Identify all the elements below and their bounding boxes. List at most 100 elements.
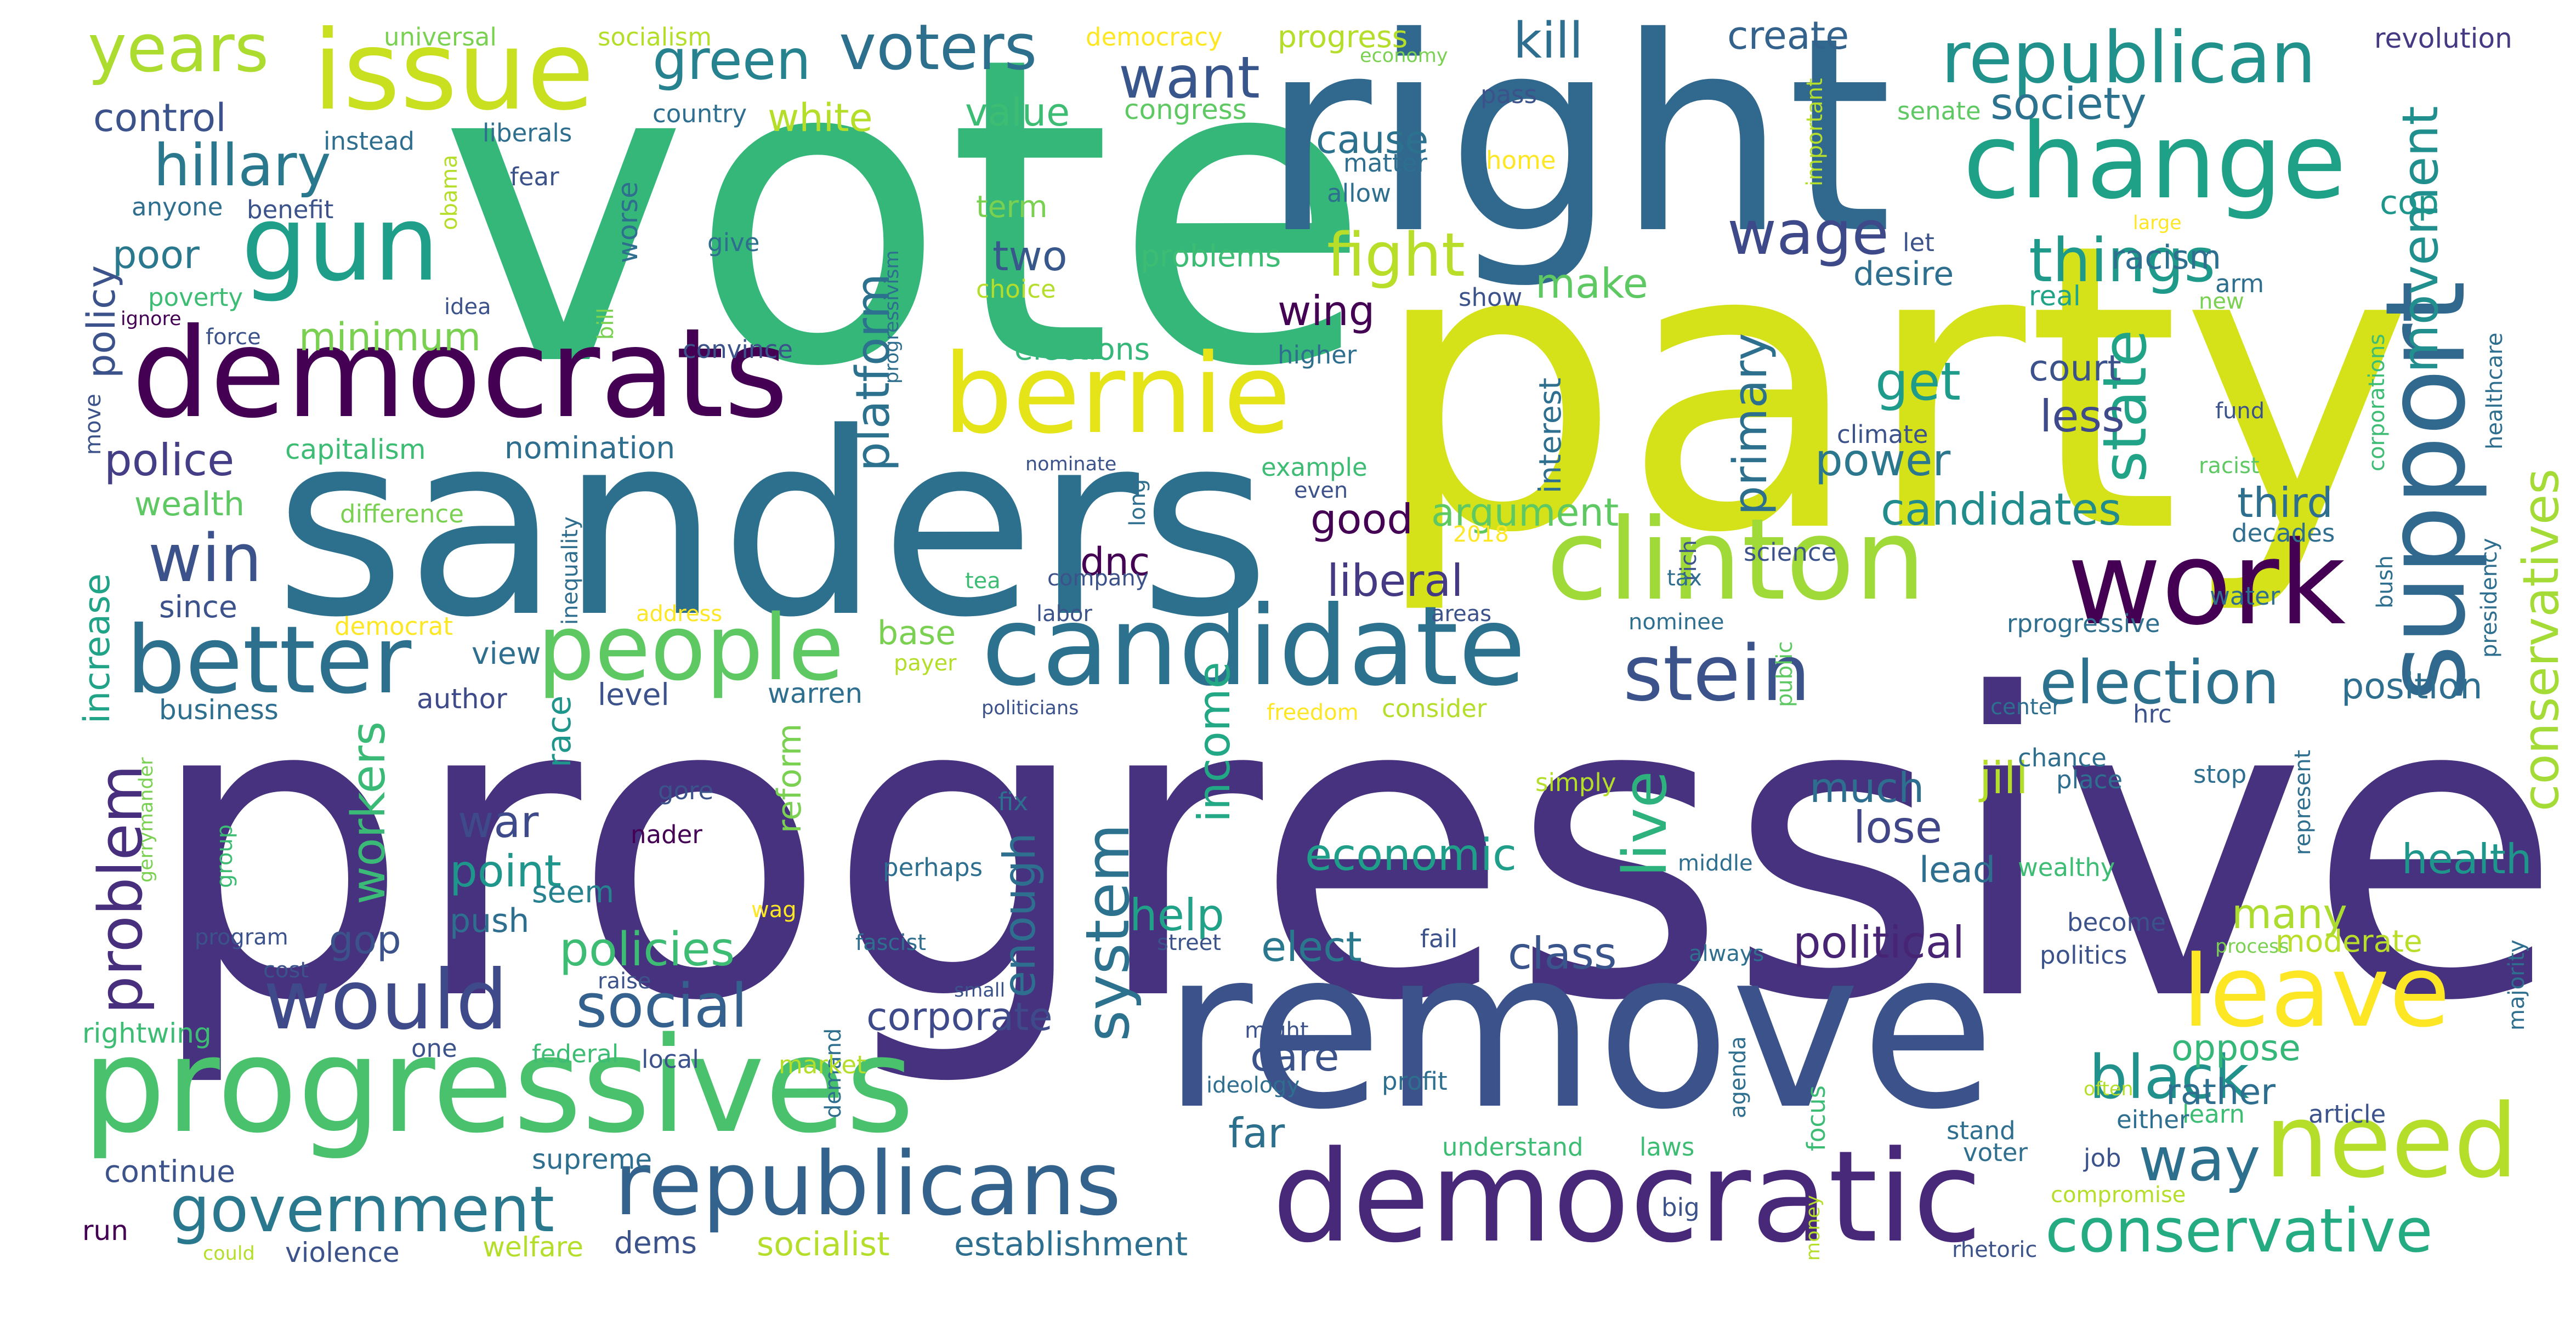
- cloud-word: tax: [1667, 566, 1702, 591]
- cloud-word: economy: [1360, 45, 1448, 67]
- cloud-word: welfare: [483, 1231, 584, 1263]
- cloud-word: black: [2089, 1042, 2249, 1112]
- cloud-word: control: [93, 95, 226, 140]
- cloud-word: congress: [1124, 94, 1247, 126]
- cloud-word: many: [2232, 890, 2347, 938]
- cloud-word: remove: [1162, 903, 1995, 1158]
- cloud-word: cop: [2380, 184, 2439, 222]
- cloud-word: allow: [1327, 179, 1391, 208]
- cloud-word: police: [104, 435, 235, 486]
- cloud-word: climate: [1837, 420, 1928, 449]
- cloud-word: presidency: [2477, 538, 2502, 658]
- cloud-word: business: [159, 694, 279, 726]
- cloud-word: one: [411, 1034, 457, 1063]
- cloud-word: two: [992, 232, 1068, 280]
- cloud-word: focus: [1802, 1085, 1831, 1151]
- cloud-word: democracy: [1086, 22, 1223, 52]
- cloud-word: vote: [439, 0, 1372, 459]
- cloud-word: way: [2138, 1124, 2261, 1194]
- cloud-word: seem: [532, 874, 614, 909]
- cloud-word: movement: [2392, 106, 2449, 373]
- cloud-word: even: [1294, 478, 1348, 503]
- cloud-word: economic: [1305, 829, 1517, 880]
- cloud-word: lead: [1919, 850, 1996, 891]
- cloud-word: could: [203, 1243, 255, 1265]
- cloud-word: democratic: [1272, 1124, 1982, 1271]
- cloud-word: worse: [612, 181, 644, 263]
- cloud-word: gop: [329, 918, 401, 963]
- cloud-word: federal: [532, 1039, 619, 1068]
- cloud-word: senate: [1897, 96, 1981, 126]
- cloud-word: oppose: [2171, 1028, 2301, 1069]
- cloud-word: wage: [1727, 198, 1889, 268]
- cloud-word: election: [2040, 647, 2280, 718]
- cloud-word: country: [652, 99, 747, 128]
- cloud-word: socialism: [598, 22, 712, 52]
- cloud-word: lose: [1853, 802, 1943, 853]
- cloud-word: labor: [1036, 601, 1092, 627]
- cloud-word: areas: [1431, 601, 1492, 627]
- cloud-word: live: [1610, 771, 1680, 877]
- cloud-word: make: [1535, 259, 1648, 308]
- cloud-word: market: [779, 1050, 866, 1079]
- cloud-word: conservative: [2045, 1196, 2433, 1266]
- cloud-word: address: [636, 601, 723, 627]
- cloud-word: dems: [614, 1225, 697, 1260]
- cloud-word: want: [1119, 44, 1260, 111]
- cloud-word: street: [1157, 930, 1221, 955]
- cloud-word: water: [2210, 582, 2280, 611]
- cloud-word: health: [2402, 835, 2532, 883]
- cloud-word: kill: [1513, 12, 1584, 70]
- cloud-word: money: [1802, 1195, 1824, 1261]
- cloud-word: raise: [598, 969, 651, 994]
- cloud-word: argument: [1431, 490, 1619, 535]
- cloud-word: party: [1371, 160, 2414, 619]
- cloud-word: would: [263, 953, 508, 1048]
- cloud-word: politicians: [981, 697, 1079, 719]
- cloud-word: center: [1990, 695, 2061, 720]
- cloud-word: conservatives: [2512, 468, 2570, 811]
- cloud-word: hrc: [2133, 699, 2172, 729]
- cloud-word: much: [1809, 764, 1925, 812]
- cloud-word: policies: [559, 923, 735, 977]
- cloud-word: laws: [1639, 1133, 1695, 1162]
- cloud-word: perhaps: [883, 853, 983, 882]
- cloud-word: give: [707, 228, 760, 257]
- cloud-word: progressivism: [881, 250, 903, 384]
- cloud-word: voter: [1963, 1138, 2028, 1167]
- cloud-word: elections: [1014, 332, 1150, 367]
- cloud-word: represent: [2290, 749, 2316, 855]
- cloud-word: idea: [444, 294, 491, 320]
- cloud-word: liberals: [483, 118, 572, 147]
- cloud-word: democrats: [132, 302, 788, 446]
- cloud-word: fascist: [855, 930, 927, 955]
- cloud-word: pass: [1480, 80, 1537, 109]
- cloud-word: gun: [241, 183, 440, 304]
- cloud-word: bill: [593, 308, 619, 340]
- cloud-word: rhetoric: [1952, 1237, 2038, 1262]
- cloud-word: society: [1990, 78, 2147, 129]
- cloud-word: need: [2265, 1082, 2518, 1200]
- cloud-word: matter: [1343, 149, 1427, 178]
- cloud-word: candidate: [981, 583, 1526, 710]
- cloud-word: care: [1250, 1032, 1340, 1080]
- cloud-word: problems: [1141, 238, 1281, 274]
- cloud-word: force: [206, 325, 261, 350]
- cloud-word: important: [1802, 78, 1828, 186]
- cloud-word: higher: [1278, 340, 1357, 369]
- cloud-word: large: [2133, 212, 2182, 234]
- cloud-word: right: [1261, 0, 1893, 293]
- cloud-word: socialist: [757, 1225, 890, 1264]
- cloud-word: middle: [1678, 851, 1753, 876]
- cloud-word: gerrymander: [135, 757, 157, 883]
- cloud-word: program: [195, 925, 288, 950]
- cloud-word: progress: [1278, 19, 1408, 54]
- cloud-word: moderate: [2276, 924, 2422, 959]
- cloud-word: healthcare: [2482, 332, 2507, 450]
- cloud-word: fix: [998, 787, 1028, 816]
- cloud-word: war: [458, 796, 539, 847]
- cloud-word: fail: [1420, 924, 1458, 953]
- cloud-word: consider: [1382, 694, 1487, 723]
- cloud-word: payer: [894, 651, 957, 676]
- cloud-word: real: [2029, 280, 2081, 312]
